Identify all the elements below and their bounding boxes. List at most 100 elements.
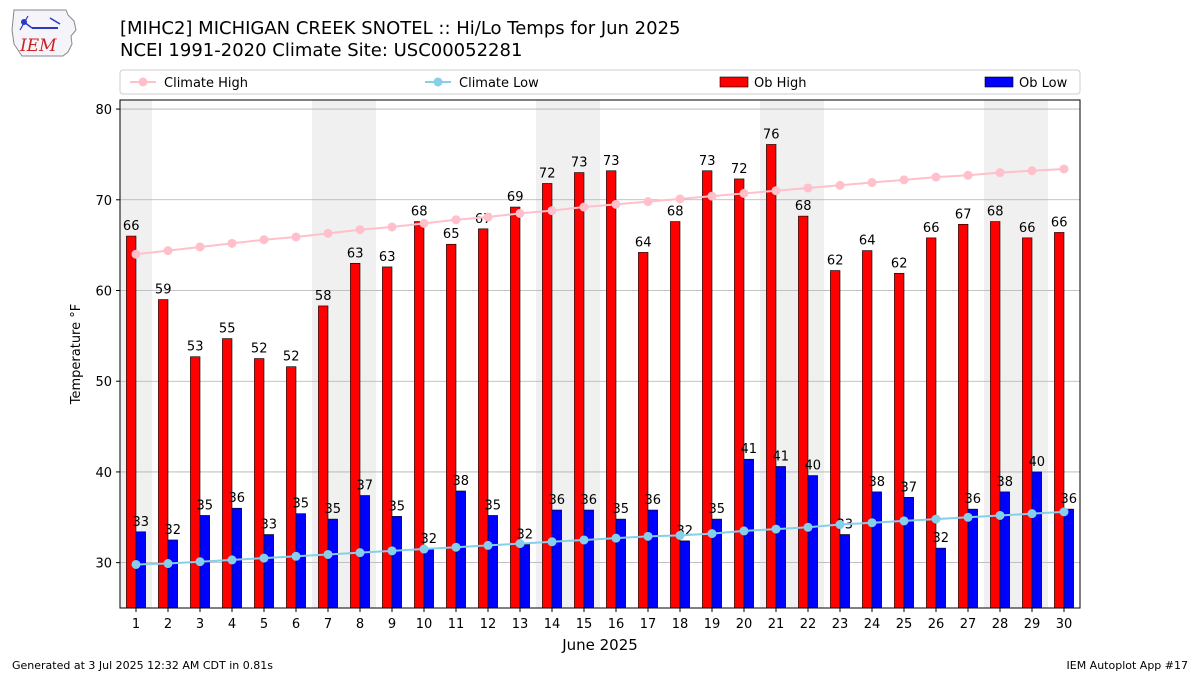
ob-high-label-10: 68 bbox=[411, 205, 428, 220]
ob-low-bar-14 bbox=[551, 509, 562, 609]
climate-high-point-27 bbox=[963, 170, 973, 180]
climate-high-point-25 bbox=[899, 175, 909, 185]
x-tick-label-17: 17 bbox=[640, 617, 657, 632]
x-tick-label-22: 22 bbox=[800, 617, 817, 632]
ob-low-bar-1 bbox=[135, 531, 146, 609]
climate-low-point-14 bbox=[547, 537, 557, 547]
climate-high-point-21 bbox=[771, 186, 781, 196]
ob-high-bar-25 bbox=[894, 272, 905, 609]
ob-low-label-9: 35 bbox=[389, 499, 406, 514]
x-tick-label-12: 12 bbox=[480, 617, 497, 632]
climate-high-point-28 bbox=[995, 168, 1005, 178]
ob-high-label-29: 66 bbox=[1019, 221, 1036, 236]
y-tick-label-40: 40 bbox=[95, 466, 112, 481]
x-tick-label-21: 21 bbox=[768, 617, 785, 632]
ob-low-label-28: 38 bbox=[997, 475, 1014, 490]
ob-high-bar-17 bbox=[638, 252, 649, 609]
legend-box bbox=[119, 69, 1081, 95]
ob-low-label-15: 36 bbox=[581, 493, 598, 508]
climate-high-point-26 bbox=[931, 172, 941, 182]
ob-high-label-20: 72 bbox=[731, 162, 748, 177]
climate-low-point-13 bbox=[515, 539, 525, 549]
climate-high-point-16 bbox=[611, 199, 621, 209]
climate-low-point-17 bbox=[643, 531, 653, 541]
x-tick-label-7: 7 bbox=[324, 617, 332, 632]
ob-high-label-9: 63 bbox=[379, 250, 396, 265]
ob-high-bar-23 bbox=[830, 270, 841, 609]
ob-high-bar-16 bbox=[606, 170, 617, 609]
climate-high-point-14 bbox=[547, 206, 557, 216]
climate-low-point-2 bbox=[163, 559, 173, 569]
ob-low-bar-5 bbox=[263, 534, 274, 609]
x-tick-label-24: 24 bbox=[864, 617, 881, 632]
climate-high-point-19 bbox=[707, 191, 717, 201]
climate-low-point-18 bbox=[675, 530, 685, 540]
ob-high-bar-12 bbox=[478, 228, 489, 609]
ob-low-label-20: 41 bbox=[741, 442, 758, 457]
ob-low-bar-17 bbox=[647, 509, 658, 609]
climate-high-point-18 bbox=[675, 194, 685, 204]
y-tick-label-70: 70 bbox=[95, 194, 112, 209]
climate-high-point-4 bbox=[227, 238, 237, 248]
ob-high-bar-9 bbox=[382, 266, 393, 609]
ob-low-label-10: 32 bbox=[421, 532, 438, 547]
ob-low-label-16: 35 bbox=[613, 502, 630, 517]
ob-low-label-3: 35 bbox=[197, 498, 214, 513]
legend-ob-high-swatch bbox=[719, 76, 749, 88]
ob-low-label-26: 32 bbox=[933, 531, 950, 546]
ob-low-label-12: 35 bbox=[485, 498, 502, 513]
ob-low-bar-15 bbox=[583, 509, 594, 609]
ob-low-label-4: 36 bbox=[229, 491, 246, 506]
ob-high-bar-3 bbox=[190, 356, 201, 609]
ob-low-bar-24 bbox=[871, 491, 882, 609]
x-tick-label-26: 26 bbox=[928, 617, 945, 632]
ob-high-bar-29 bbox=[1022, 237, 1033, 609]
ob-low-label-19: 35 bbox=[709, 502, 726, 517]
ob-low-label-22: 40 bbox=[805, 459, 822, 474]
ob-low-label-27: 36 bbox=[965, 492, 982, 507]
climate-low-point-28 bbox=[995, 510, 1005, 520]
generated-note: Generated at 3 Jul 2025 12:32 AM CDT in … bbox=[12, 659, 273, 672]
ob-high-label-23: 62 bbox=[827, 254, 844, 269]
x-tick-label-16: 16 bbox=[608, 617, 625, 632]
ob-high-bar-20 bbox=[734, 178, 745, 609]
climate-low-line bbox=[135, 510, 1065, 566]
ob-high-bar-28 bbox=[990, 221, 1001, 609]
ob-high-label-19: 73 bbox=[699, 154, 716, 169]
ob-low-bar-23 bbox=[839, 534, 850, 609]
ob-high-bar-21 bbox=[766, 144, 777, 609]
ob-high-label-5: 52 bbox=[251, 342, 268, 357]
ob-high-label-28: 68 bbox=[987, 205, 1004, 220]
climate-high-point-1 bbox=[131, 249, 141, 259]
ob-low-bar-26 bbox=[935, 547, 946, 609]
climate-low-point-22 bbox=[803, 522, 813, 532]
ob-low-bar-28 bbox=[999, 491, 1010, 609]
x-tick-label-5: 5 bbox=[260, 617, 268, 632]
x-tick-label-25: 25 bbox=[896, 617, 913, 632]
ob-high-label-17: 64 bbox=[635, 235, 652, 250]
legend-climate-low-marker bbox=[433, 77, 443, 87]
climate-low-point-25 bbox=[899, 516, 909, 526]
climate-high-point-7 bbox=[323, 228, 333, 238]
logo-text: IEM bbox=[19, 36, 57, 56]
ob-high-label-3: 53 bbox=[187, 340, 204, 355]
ob-high-bar-7 bbox=[318, 305, 329, 609]
x-tick-label-23: 23 bbox=[832, 617, 849, 632]
ob-low-bar-29 bbox=[1031, 471, 1042, 609]
ob-low-bar-30 bbox=[1063, 508, 1074, 609]
climate-low-point-26 bbox=[931, 514, 941, 524]
ob-high-bar-5 bbox=[254, 358, 265, 609]
ob-high-label-25: 62 bbox=[891, 256, 908, 271]
x-tick-label-10: 10 bbox=[416, 617, 433, 632]
ob-high-label-13: 69 bbox=[507, 190, 524, 205]
x-tick-label-8: 8 bbox=[356, 617, 364, 632]
ob-low-bar-18 bbox=[679, 540, 690, 609]
legend-climate-low-label: Climate Low bbox=[459, 76, 539, 91]
ob-high-label-18: 68 bbox=[667, 205, 684, 220]
x-tick-label-20: 20 bbox=[736, 617, 753, 632]
climate-high-point-2 bbox=[163, 246, 173, 256]
climate-high-point-15 bbox=[579, 202, 589, 212]
x-tick-label-11: 11 bbox=[448, 617, 465, 632]
y-tick-label-50: 50 bbox=[95, 375, 112, 390]
climate-low-point-1 bbox=[131, 559, 141, 569]
